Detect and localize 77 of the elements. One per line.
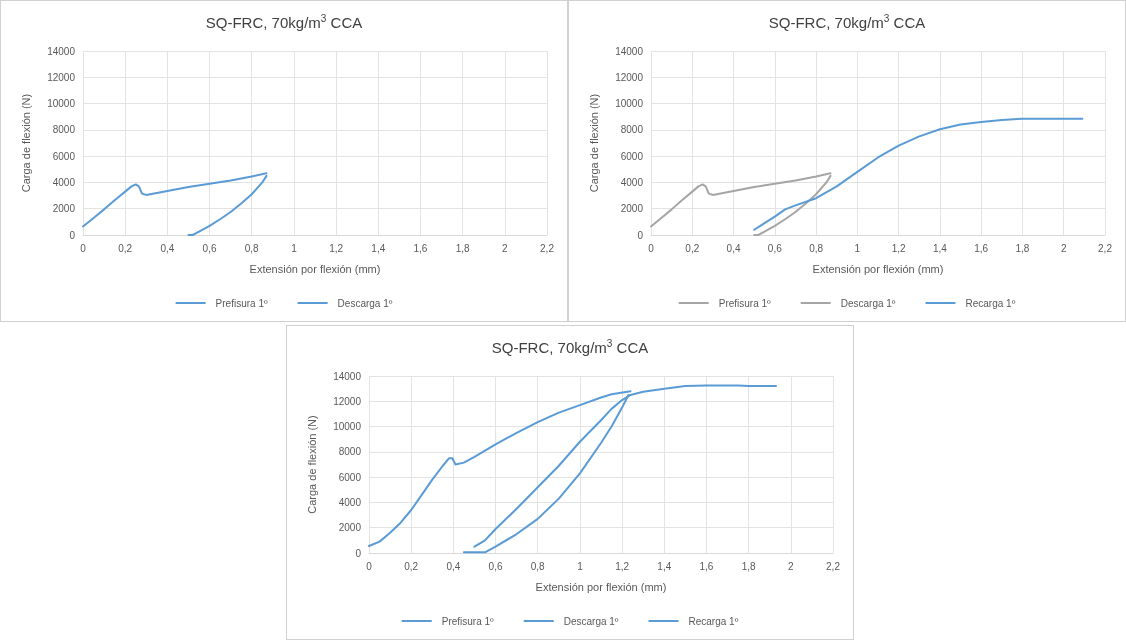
legend-label: Prefisura 1º [441, 615, 495, 627]
x-tick-label: 0,2 [685, 242, 700, 254]
y-tick-label: 0 [355, 547, 362, 559]
x-tick-label: 0 [80, 242, 87, 254]
x-tick-label: 0,2 [118, 242, 133, 254]
x-axis-title: Extensión por flexión (mm) [812, 262, 944, 275]
x-tick-label: 1,8 [455, 242, 471, 254]
legend-label: Descarga 1º [337, 297, 393, 309]
chart-title: SQ-FRC, 70kg/m$^{3}$ CCA [767, 13, 927, 31]
x-tick-label: 0,4 [726, 242, 741, 254]
x-axis-title: Extensión por flexión (mm) [535, 580, 667, 593]
x-tick-label: 1,6 [699, 560, 714, 572]
y-tick-label: 12000 [333, 395, 362, 407]
x-tick-label: 0,6 [767, 242, 783, 254]
legend-label: Recarga 1º [965, 297, 1016, 309]
legend-label: Recarga 1º [688, 615, 739, 627]
x-tick-label: 1,4 [657, 560, 672, 572]
y-tick-label: 2000 [620, 203, 644, 215]
x-tick-label: 1,6 [974, 242, 989, 254]
y-tick-label: 6000 [52, 150, 76, 162]
x-tick-label: 0,2 [404, 560, 419, 572]
x-axis-title: Extensión por flexión (mm) [249, 262, 381, 275]
y-tick-label: 8000 [52, 124, 76, 136]
x-tick-label: 0,6 [488, 560, 503, 572]
x-tick-label: 1 [291, 242, 298, 254]
y-tick-label: 14000 [47, 45, 76, 57]
legend-label: Descarga 1º [840, 297, 896, 309]
y-tick-label: 4000 [620, 176, 644, 188]
y-tick-label: 12000 [47, 71, 76, 83]
y-tick-label: 0 [69, 229, 76, 241]
x-tick-label: 1,8 [741, 560, 757, 572]
y-tick-label: 4000 [338, 496, 362, 508]
x-tick-label: 2,2 [826, 560, 841, 572]
y-tick-label: 2000 [338, 522, 362, 534]
x-tick-label: 0,8 [809, 242, 824, 254]
y-tick-label: 0 [637, 229, 644, 241]
x-tick-label: 1,6 [413, 242, 428, 254]
y-tick-label: 12000 [615, 71, 644, 83]
legend-label: Prefisura 1º [215, 297, 268, 309]
x-tick-label: 1,4 [371, 242, 386, 254]
x-tick-label: 1,4 [932, 242, 948, 254]
y-tick-label: 8000 [338, 446, 362, 458]
y-tick-label: 8000 [620, 124, 644, 136]
y-axis-title: Carga de flexión (N) [587, 93, 600, 193]
x-tick-label: 1 [854, 242, 861, 254]
x-tick-label: 1,8 [1015, 242, 1030, 254]
y-tick-label: 10000 [333, 421, 362, 433]
x-tick-label: 0,4 [160, 242, 175, 254]
x-tick-label: 0,8 [244, 242, 260, 254]
x-tick-label: 0,6 [202, 242, 217, 254]
legend-label: Prefisura 1º [718, 297, 772, 309]
x-tick-label: 1,2 [891, 242, 907, 254]
y-axis-title: Carga de flexión (N) [305, 415, 318, 514]
x-tick-label: 1,2 [329, 242, 344, 254]
y-tick-label: 6000 [338, 471, 362, 483]
x-tick-label: 0 [648, 242, 655, 254]
x-tick-label: 0,8 [530, 560, 546, 572]
x-tick-label: 0,4 [446, 560, 461, 572]
chart-title: SQ-FRC, 70kg/m$^{3}$ CCA [204, 13, 364, 31]
x-tick-label: 1,2 [615, 560, 630, 572]
y-axis-title: Carga de flexión (N) [19, 93, 32, 193]
x-tick-label: 2,2 [1098, 242, 1113, 254]
y-tick-label: 4000 [52, 176, 76, 188]
legend-label: Descarga 1º [563, 615, 619, 627]
x-tick-label: 0 [366, 560, 373, 572]
x-tick-label: 2 [788, 560, 795, 572]
y-tick-label: 6000 [620, 150, 644, 162]
x-tick-label: 2,2 [540, 242, 555, 254]
chart-title: SQ-FRC, 70kg/m$^{3}$ CCA [490, 338, 650, 356]
y-tick-label: 10000 [615, 98, 644, 110]
y-tick-label: 10000 [47, 98, 76, 110]
x-tick-label: 1 [577, 560, 584, 572]
x-tick-label: 2 [502, 242, 509, 254]
y-tick-label: 14000 [615, 45, 644, 57]
x-tick-label: 2 [1060, 242, 1067, 254]
y-tick-label: 14000 [333, 370, 362, 382]
y-tick-label: 2000 [52, 203, 76, 215]
